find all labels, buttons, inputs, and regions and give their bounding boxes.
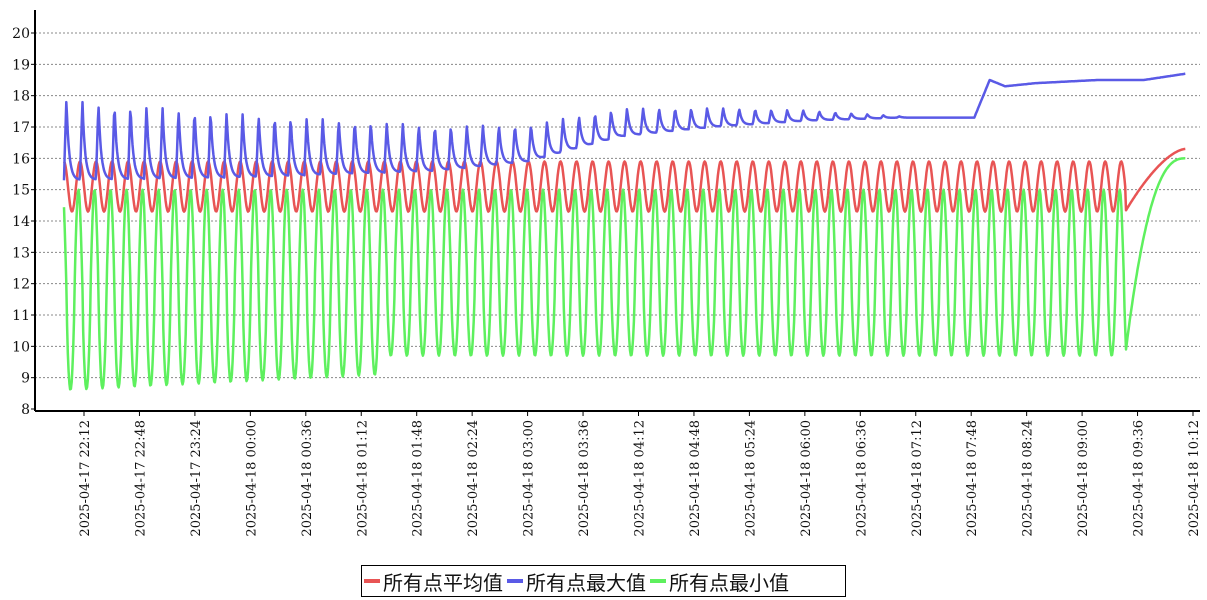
x-tick-label: 2025-04-18 00:00 [244, 420, 259, 537]
legend-item-min: 所有点最小值 [650, 567, 789, 596]
y-tick-label: 8 [21, 402, 30, 418]
x-tick-label: 2025-04-18 01:48 [411, 420, 426, 537]
legend: 所有点平均值 所有点最大值 所有点最小值 [361, 565, 846, 597]
series-line-avg [62, 147, 1186, 213]
x-tick-label: 2025-04-18 08:24 [1021, 420, 1036, 537]
x-tick-label: 2025-04-17 22:48 [133, 420, 148, 537]
x-tick-label: 2025-04-18 06:00 [799, 420, 814, 537]
legend-swatch-avg [364, 579, 380, 583]
y-tick-label: 10 [12, 339, 30, 355]
y-tick-label: 13 [12, 245, 30, 261]
x-tick-label: 2025-04-18 09:36 [1132, 420, 1147, 537]
x-tick-label: 2025-04-18 03:36 [577, 420, 592, 537]
x-tick-label: 2025-04-18 04:48 [688, 420, 703, 537]
y-tick-label: 20 [12, 26, 30, 42]
x-tick-label: 2025-04-17 22:12 [78, 420, 93, 537]
x-tick-label: 2025-04-18 07:48 [965, 420, 980, 537]
x-tick-label: 2025-04-18 02:24 [466, 420, 481, 537]
series-line-min [62, 157, 1186, 391]
x-tick-label: 2025-04-18 09:00 [1076, 420, 1091, 537]
y-tick-label: 16 [12, 151, 30, 167]
y-tick-label: 17 [12, 120, 30, 136]
x-tick-label: 2025-04-18 04:12 [633, 420, 648, 537]
y-tick-label: 9 [21, 371, 30, 387]
x-tick-label: 2025-04-18 10:12 [1187, 420, 1202, 537]
legend-item-max: 所有点最大值 [507, 567, 646, 596]
series-line-max [62, 72, 1186, 181]
y-tick-label: 14 [12, 214, 30, 230]
x-tick-label: 2025-04-18 06:36 [854, 420, 869, 537]
y-axis-ticks: 8 9 10 11 12 13 14 15 16 17 18 19 20 [12, 26, 35, 418]
legend-swatch-min [650, 579, 666, 583]
series-layer [62, 72, 1186, 391]
y-tick-label: 12 [12, 277, 30, 293]
y-tick-label: 19 [12, 57, 30, 73]
x-axis-ticks: 2025-04-17 22:12 2025-04-17 22:48 2025-04-… [78, 411, 1202, 537]
x-tick-label: 2025-04-18 01:12 [355, 420, 370, 537]
x-tick-label: 2025-04-17 23:24 [189, 420, 204, 537]
x-tick-label: 2025-04-18 00:36 [300, 420, 315, 537]
legend-label-min: 所有点最小值 [669, 570, 789, 595]
x-tick-label: 2025-04-18 07:12 [910, 420, 925, 537]
legend-label-max: 所有点最大值 [526, 570, 646, 595]
x-tick-label: 2025-04-18 05:24 [743, 420, 758, 537]
x-tick-label: 2025-04-18 03:00 [522, 420, 537, 537]
legend-swatch-max [507, 579, 523, 583]
y-tick-label: 15 [12, 183, 30, 199]
y-tick-label: 18 [12, 89, 30, 105]
y-tick-label: 11 [12, 308, 30, 324]
legend-label-avg: 所有点平均值 [383, 570, 503, 595]
legend-item-avg: 所有点平均值 [364, 567, 503, 596]
